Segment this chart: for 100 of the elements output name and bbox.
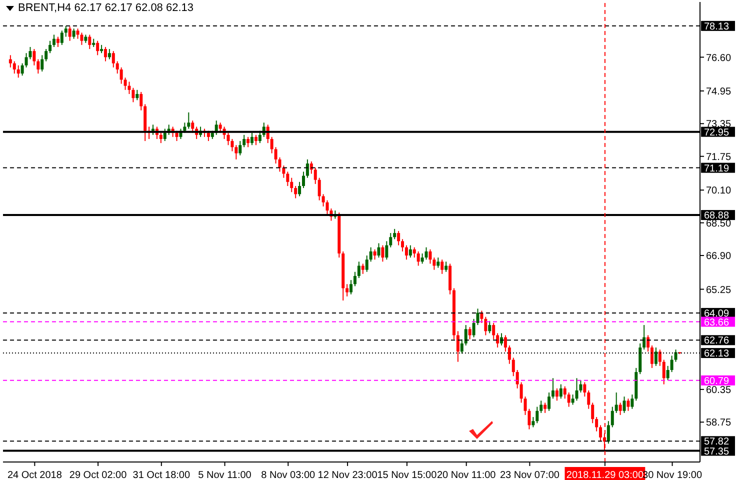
candlestick (468, 326, 472, 340)
y-tick-label: 74.95 (706, 86, 732, 98)
candlestick (508, 344, 511, 364)
candlestick (583, 382, 586, 398)
candlestick (401, 238, 404, 252)
y-tick-label: 71.75 (706, 152, 732, 163)
candlestick (112, 50, 115, 68)
x-tick-label: 5 Nov 11:00 (198, 470, 252, 480)
candlestick (654, 347, 658, 366)
x-tick-label: 20 Nov 11:00 (436, 470, 496, 480)
candlestick (187, 112, 190, 130)
candlestick (64, 25, 68, 38)
x-tick-label: 23 Nov 07:00 (500, 470, 560, 480)
y-tick-label: 70.10 (706, 186, 732, 197)
candlestick (424, 246, 428, 260)
candlestick (116, 60, 119, 74)
candlestick (238, 140, 242, 156)
candlestick (350, 280, 353, 295)
candlestick (163, 128, 166, 142)
candlestick (575, 378, 578, 402)
ref-line-label: 60.79 (704, 376, 730, 387)
candlestick (397, 230, 400, 246)
candlestick (555, 388, 558, 402)
candlestick (428, 248, 432, 264)
candlestick (136, 89, 139, 101)
ref-line-label: 57.35 (704, 446, 730, 458)
candlestick (670, 355, 674, 373)
ref-line-label: 62.13 (704, 348, 730, 360)
candlestick (571, 394, 574, 406)
x-tick-label: 31 Oct 18:00 (132, 470, 190, 480)
candlestick (20, 62, 24, 76)
x-tick-label: 12 Nov 23:00 (318, 470, 378, 480)
candlestick (322, 194, 325, 207)
candlestick (128, 81, 131, 94)
candlestick (440, 259, 444, 274)
candlestick (559, 384, 562, 400)
candlestick (234, 144, 238, 160)
candlestick (80, 32, 84, 46)
candlestick (492, 322, 496, 340)
candlestick (250, 132, 254, 146)
candlestick (416, 250, 420, 266)
candlestick (666, 365, 670, 381)
candlestick (412, 246, 416, 258)
candlestick (48, 40, 52, 54)
candlestick (306, 158, 309, 178)
x-tick-label: 2018.11.29 03:00 (566, 470, 644, 480)
candlestick (286, 171, 290, 186)
candlestick (599, 424, 602, 442)
y-tick-label: 60.35 (706, 384, 732, 396)
y-tick-label: 58.75 (706, 418, 732, 429)
candlestick (456, 330, 460, 362)
candlestick (674, 349, 678, 362)
candlestick (290, 177, 294, 193)
candlestick (318, 177, 321, 201)
candlestick (591, 402, 594, 424)
candlestick (540, 400, 543, 414)
y-tick-label: 66.90 (706, 251, 732, 262)
candlestick (381, 244, 384, 262)
candlestick (373, 248, 376, 260)
candlestick (246, 136, 250, 148)
candlestick (389, 232, 392, 248)
candlestick (68, 26, 72, 42)
candlestick (377, 242, 380, 258)
candlestick (587, 390, 590, 410)
candlestick (132, 87, 135, 103)
x-tick-label: 15 Nov 15:00 (377, 470, 438, 480)
candlestick (258, 130, 262, 144)
candlestick (346, 284, 349, 297)
candlestick (361, 263, 364, 274)
candlestick (610, 406, 614, 428)
candlestick (353, 271, 356, 287)
candlestick (369, 246, 372, 262)
candlestick (658, 349, 662, 366)
candlestick (551, 378, 554, 400)
candlestick (302, 171, 305, 189)
candlestick (595, 416, 598, 432)
candlestick (40, 54, 44, 72)
candlestick (385, 240, 388, 260)
ref-line-label: 57.82 (704, 436, 730, 448)
candlestick (567, 392, 570, 408)
candlestick (488, 320, 492, 334)
candlestick (159, 132, 162, 144)
candlestick (314, 167, 317, 184)
candlestick (460, 338, 464, 354)
candlestick (191, 120, 194, 134)
candlestick (254, 134, 258, 146)
ref-line-label: 63.66 (704, 317, 730, 328)
candlestick (12, 60, 16, 74)
ref-line-label: 71.19 (704, 163, 730, 174)
candlestick (504, 334, 507, 352)
candlestick (484, 316, 488, 336)
candlestick (120, 66, 123, 84)
candlestick (432, 257, 436, 270)
candlestick (104, 46, 107, 62)
candlestick (52, 34, 56, 48)
candlestick (642, 324, 646, 350)
candlestick (532, 416, 535, 428)
candlestick (630, 394, 634, 410)
candlestick (626, 398, 630, 412)
candlestick (72, 28, 76, 40)
